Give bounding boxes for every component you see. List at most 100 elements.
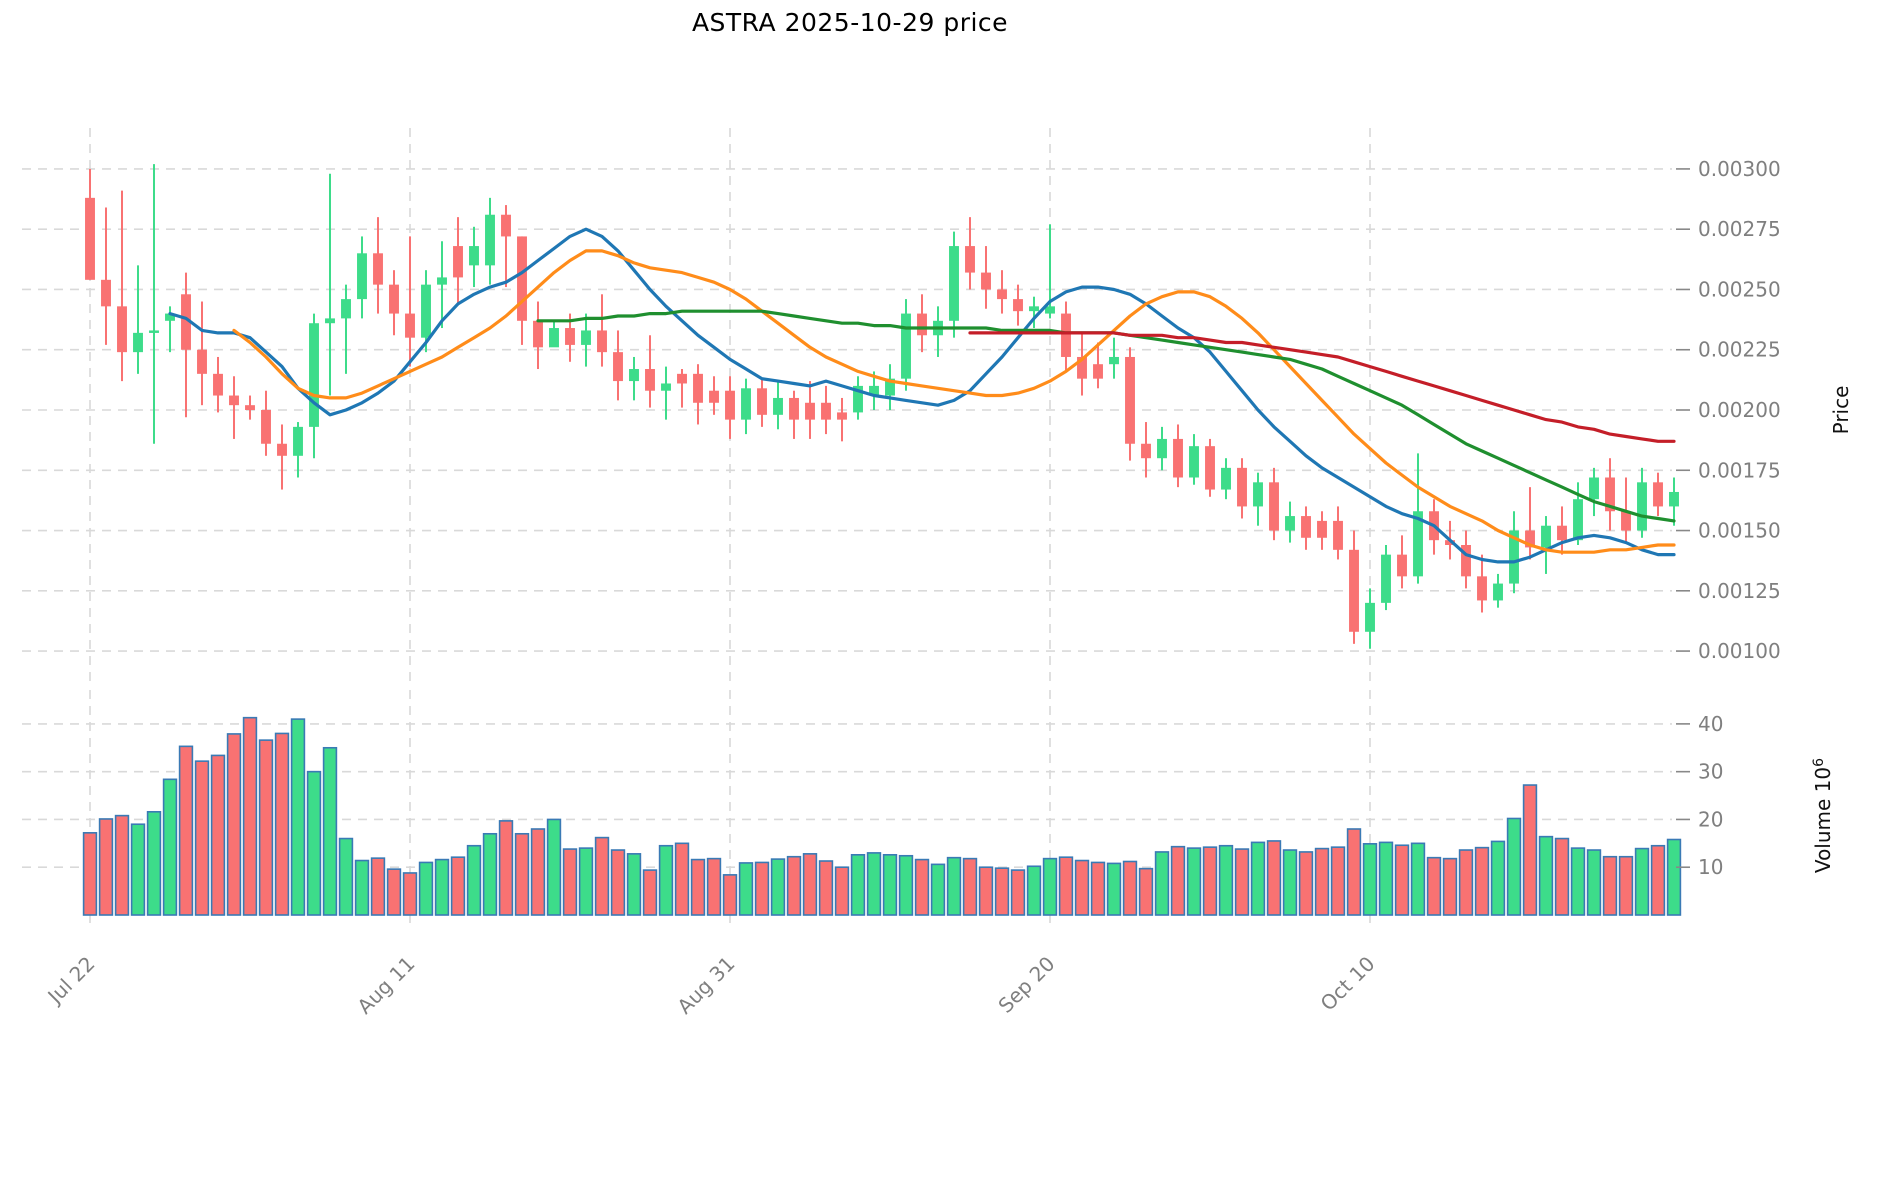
volume-bar [1634,847,1650,916]
volume-bar [1650,844,1666,916]
axis-titles: Price Volume 106 [1811,386,1853,873]
candle-body [1573,499,1583,541]
volume-bar [674,842,690,916]
volume-bar [162,778,178,916]
volume-bar [1154,851,1170,916]
volume-bar [578,847,594,916]
candle-body [1653,482,1663,507]
candle-body [1141,443,1151,459]
volume-axis-title: Volume 106 [1811,758,1835,873]
candle-body [517,236,527,321]
candle-body [1397,554,1407,577]
volume-bars-group [82,716,1682,916]
volume-bar [1026,865,1042,916]
candle-body [1445,540,1455,545]
volume-bar [1122,860,1138,916]
candle-body [981,272,991,290]
volume-bar [1314,847,1330,916]
volume-bar [450,856,466,916]
volume-bar [1138,867,1154,916]
volume-bar [658,844,674,916]
price-tick-label: 0.00300 [1698,157,1781,181]
volume-bar [642,869,658,916]
candle-body [629,369,639,382]
candle-body [373,253,383,285]
volume-bar [818,860,834,916]
volume-bar [1234,848,1250,916]
volume-bar [274,732,290,916]
candle-body [1557,525,1567,541]
candle-body [1621,511,1631,531]
price-axis-ticks: 0.00300 0.00275 0.00250 0.00225 0.00200 0.001… [1676,157,1781,663]
candle-body [789,397,799,420]
candle-body [1253,482,1263,507]
candle-body [389,284,399,314]
candle-body [1269,482,1279,531]
volume-bar [802,853,818,916]
volume-bar [1586,849,1602,916]
candle-body [501,214,511,237]
volume-bar [530,828,546,916]
volume-bar [1058,856,1074,916]
date-tick-label: Aug 31 [672,952,739,1019]
candle-body [997,289,1007,300]
volume-bar [706,857,722,916]
candle-body [309,323,319,427]
candle-body [1205,446,1215,490]
volume-bar [978,866,994,916]
volume-bar [834,866,850,916]
candle-body [1109,356,1119,365]
volume-bar [866,852,882,916]
volume-tick-label: 20 [1698,807,1723,831]
candle-body [85,197,95,280]
date-tick-label: Jul 22 [42,952,100,1010]
candle-body [837,412,847,420]
volume-bar [130,823,146,916]
ma-slowest-line [968,331,1676,443]
volume-bar [690,858,706,916]
volume-bar [1442,857,1458,916]
candle-body [133,332,143,353]
candle-body [1189,446,1199,478]
candle-body [1301,516,1311,538]
candlesticks-group [85,164,1679,649]
price-tick-label: 0.00125 [1698,579,1781,603]
volume-bar [418,861,434,916]
volume-bar [1490,840,1506,916]
candle-body [405,313,415,338]
candle-body [693,373,703,403]
volume-bar [882,853,898,916]
candle-body [757,388,767,415]
candle-body [1349,549,1359,632]
price-axis-title: Price [1829,386,1853,435]
volume-bar [1042,857,1058,916]
candle-body [1509,530,1519,584]
volume-bar [1282,849,1298,916]
volume-bar [1426,856,1442,916]
candle-body [901,313,911,379]
volume-bar [114,814,130,916]
volume-bar [290,718,306,916]
volume-bar [482,832,498,916]
volume-bar [1506,817,1522,916]
candle-body [1381,554,1391,603]
candle-body [421,284,431,338]
volume-bar [546,818,562,916]
volume-bar [1522,784,1538,916]
candle-body [341,299,351,319]
volume-bar [994,867,1010,916]
price-tick-label: 0.00175 [1698,458,1781,482]
volume-bar [98,818,114,916]
volume-bar [354,859,370,916]
candle-body [677,373,687,384]
volume-axis-title-text: Volume 10 [1811,767,1835,873]
candle-body [229,395,239,406]
candle-body [1317,520,1327,538]
candle-body [1493,583,1503,601]
candle-body [1589,477,1599,500]
candle-body [565,328,575,345]
volume-bar [850,853,866,916]
candle-body [437,277,447,285]
candle-body [1461,545,1471,577]
